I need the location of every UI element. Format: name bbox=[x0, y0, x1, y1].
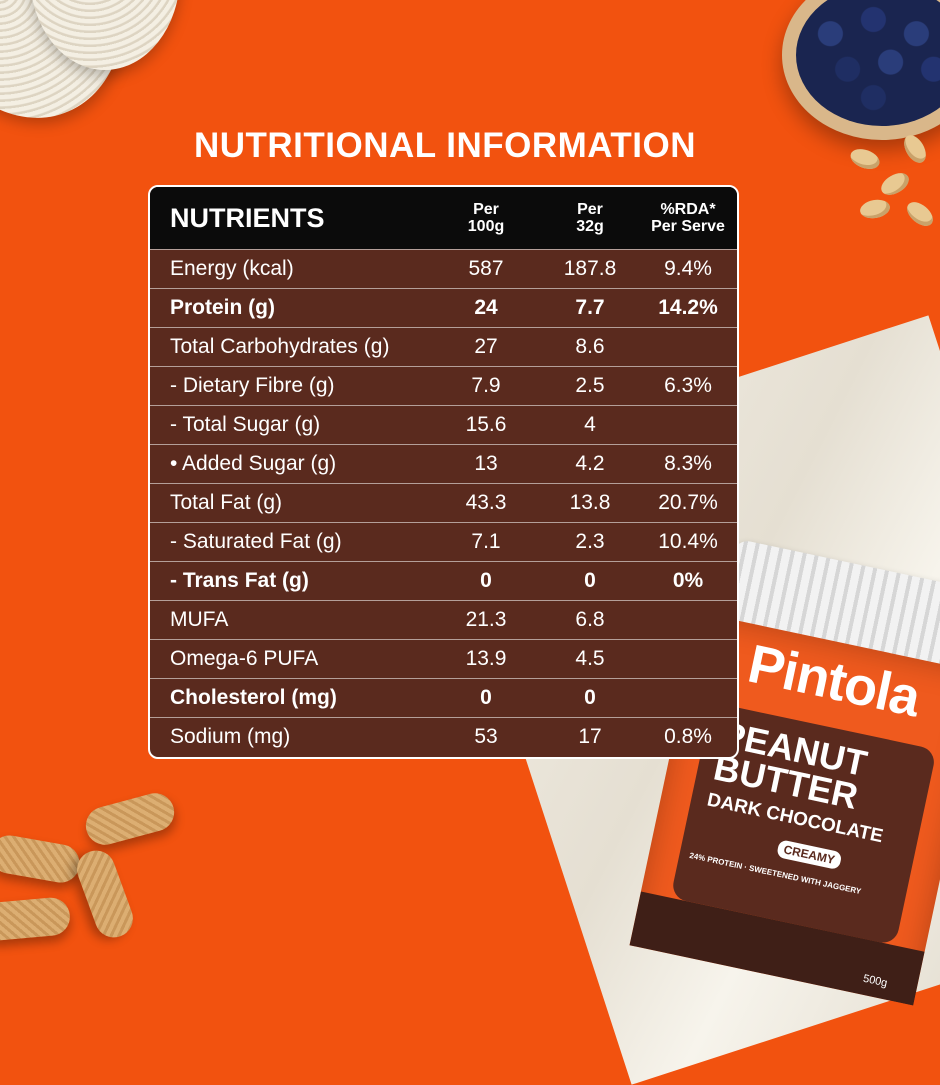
nutrient-name: MUFA bbox=[170, 608, 229, 631]
peanut-image bbox=[877, 168, 913, 200]
value-per-32g: 4 bbox=[584, 413, 596, 436]
value-per-100g: 53 bbox=[474, 725, 498, 748]
table-row: Sodium (mg) 53 17 0.8% bbox=[150, 717, 737, 756]
nutrient-name: Total Fat (g) bbox=[170, 491, 283, 514]
nutrient-name: • Added Sugar (g) bbox=[170, 452, 337, 475]
table-row: - Saturated Fat (g) 7.1 2.3 10.4% bbox=[150, 522, 737, 561]
peanut-shell-image bbox=[81, 789, 179, 849]
value-per-100g: 27 bbox=[474, 335, 498, 358]
value-rda bbox=[638, 406, 737, 444]
value-per-100g: 43.3 bbox=[465, 491, 507, 514]
table-row: Protein (g) 24 7.7 14.2% bbox=[150, 288, 737, 327]
value-per-100g: 13 bbox=[474, 452, 498, 475]
value-rda: 20.7% bbox=[658, 491, 718, 514]
table-row: Omega-6 PUFA 13.9 4.5 bbox=[150, 639, 737, 678]
value-per-100g: 13.9 bbox=[465, 647, 507, 670]
nutrient-name: Protein (g) bbox=[170, 296, 275, 319]
value-rda: 0.8% bbox=[664, 725, 712, 748]
nutrient-name: Cholesterol (mg) bbox=[170, 686, 337, 709]
table-row: MUFA 21.3 6.8 bbox=[150, 600, 737, 639]
nutrient-name: - Total Sugar (g) bbox=[170, 413, 321, 436]
nutrient-name: Energy (kcal) bbox=[170, 257, 294, 280]
value-rda: 8.3% bbox=[664, 452, 712, 475]
nutrient-name: Omega-6 PUFA bbox=[170, 647, 319, 670]
table-row: Total Carbohydrates (g) 27 8.6 bbox=[150, 327, 737, 366]
value-rda: 10.4% bbox=[658, 530, 718, 553]
peanut-image bbox=[858, 197, 892, 221]
nutrient-name: - Trans Fat (g) bbox=[170, 569, 309, 592]
value-rda: 0% bbox=[672, 569, 704, 592]
peanut-image bbox=[902, 197, 938, 231]
value-rda: 6.3% bbox=[664, 374, 712, 397]
value-per-100g: 7.1 bbox=[471, 530, 501, 553]
value-rda: 14.2% bbox=[658, 296, 718, 319]
value-per-32g: 17 bbox=[578, 725, 602, 748]
page-title: NUTRITIONAL INFORMATION bbox=[193, 126, 697, 165]
nutrition-table: NUTRIENTS %RDA* Per Serve Per 100g Per 32g … bbox=[148, 185, 739, 759]
header-rda: %RDA* Per Serve bbox=[651, 201, 725, 235]
peanut-shell-image bbox=[0, 896, 72, 942]
jar-variant-badge: CREAMY bbox=[776, 839, 843, 871]
value-per-100g: 0 bbox=[480, 569, 492, 592]
nutrient-name: - Dietary Fibre (g) bbox=[170, 374, 335, 397]
value-per-32g: 0 bbox=[584, 569, 596, 592]
value-per-100g: 24 bbox=[474, 296, 498, 319]
value-per-100g: 21.3 bbox=[465, 608, 507, 631]
header-per-100g: Per 100g bbox=[467, 201, 505, 235]
value-rda bbox=[638, 328, 737, 366]
nutrient-name: - Saturated Fat (g) bbox=[170, 530, 342, 553]
value-per-100g: 0 bbox=[480, 686, 492, 709]
value-per-32g: 6.8 bbox=[575, 608, 605, 631]
value-per-32g: 2.3 bbox=[575, 530, 605, 553]
table-row: - Trans Fat (g) 0 0 0% bbox=[150, 561, 737, 600]
table-row: - Dietary Fibre (g) 7.9 2.5 6.3% bbox=[150, 366, 737, 405]
value-per-100g: 7.9 bbox=[471, 374, 501, 397]
table-header: NUTRIENTS %RDA* Per Serve Per 100g Per 32g bbox=[150, 187, 737, 249]
value-per-100g: 15.6 bbox=[465, 413, 507, 436]
table-row: Energy (kcal) 587 187.8 9.4% bbox=[150, 249, 737, 288]
nutrient-name: Total Carbohydrates (g) bbox=[170, 335, 390, 358]
value-per-32g: 7.7 bbox=[575, 296, 605, 319]
value-rda bbox=[638, 601, 737, 639]
peanut-shell-image bbox=[71, 845, 139, 943]
blueberry-bowl-image bbox=[782, 0, 940, 140]
nutrient-name: Sodium (mg) bbox=[170, 725, 291, 748]
header-per-32g: Per 32g bbox=[576, 201, 604, 235]
table-row: • Added Sugar (g) 13 4.2 8.3% bbox=[150, 444, 737, 483]
value-rda bbox=[638, 640, 737, 678]
value-per-32g: 0 bbox=[584, 686, 596, 709]
value-per-100g: 587 bbox=[468, 257, 504, 280]
value-per-32g: 2.5 bbox=[575, 374, 605, 397]
header-nutrients: NUTRIENTS bbox=[170, 202, 325, 233]
value-per-32g: 13.8 bbox=[569, 491, 611, 514]
value-rda: 9.4% bbox=[664, 257, 712, 280]
value-per-32g: 4.2 bbox=[575, 452, 605, 475]
value-per-32g: 4.5 bbox=[575, 647, 605, 670]
value-per-32g: 187.8 bbox=[563, 257, 617, 280]
value-rda bbox=[638, 679, 737, 717]
peanut-shell-image bbox=[0, 832, 83, 886]
table-row: Cholesterol (mg) 0 0 bbox=[150, 678, 737, 717]
table-row: Total Fat (g) 43.3 13.8 20.7% bbox=[150, 483, 737, 522]
value-per-32g: 8.6 bbox=[575, 335, 605, 358]
table-row: - Total Sugar (g) 15.6 4 bbox=[150, 405, 737, 444]
